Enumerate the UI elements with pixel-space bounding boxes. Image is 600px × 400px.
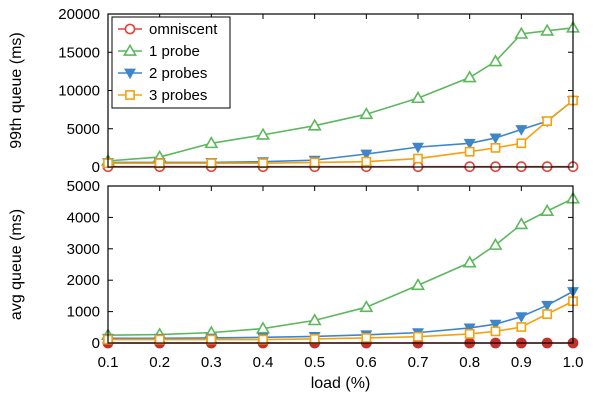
y-tick-label: 4000 [67, 209, 100, 226]
series-line [107, 26, 574, 162]
data-point [489, 319, 502, 331]
legend-label: 1 probe [149, 43, 200, 60]
y-axis-label: avg queue (ms) [8, 209, 25, 320]
y-tick-label: 0 [92, 159, 100, 176]
data-point [540, 23, 555, 36]
legend-item: omniscent [118, 21, 218, 38]
series-line [108, 99, 574, 164]
data-point [489, 133, 502, 145]
data-point [309, 334, 320, 344]
data-point [488, 237, 503, 250]
legend-label: omniscent [149, 21, 218, 38]
data-point [256, 127, 270, 140]
legend-marker [124, 68, 136, 80]
panel-avg-queue: 0 1000 2000 3000 4000 5000 0.1 0.2 0.3 0.4 0.5 0.6 0… [8, 178, 583, 392]
legend-marker [124, 23, 136, 35]
data-point [412, 142, 424, 154]
data-point [154, 158, 165, 169]
x-tick-label: 0.9 [511, 354, 532, 371]
x-tick-label: 0.3 [201, 354, 222, 371]
x-tick-label: 1.0 [563, 354, 584, 371]
legend-item: 1 probe [118, 43, 200, 60]
data-point [307, 118, 322, 131]
y-axis-label: 99th queue (ms) [8, 32, 25, 149]
series-line [107, 197, 574, 336]
x-axis-label: load (%) [311, 375, 371, 392]
y-tick-label: 3000 [67, 241, 100, 258]
data-point [542, 309, 553, 320]
data-point [413, 331, 423, 342]
data-point [258, 334, 268, 345]
data-point [154, 334, 165, 345]
data-point [361, 333, 372, 343]
data-point [462, 70, 477, 83]
data-point [541, 300, 554, 312]
panel-p99-queue: 0 5000 10000 15000 20000 99th queue (ms) [8, 6, 580, 176]
legend-item: 3 probes [118, 87, 207, 104]
data-point [413, 153, 423, 164]
data-point [488, 54, 503, 67]
data-point [464, 328, 475, 339]
data-point [307, 313, 322, 326]
legend-marker [123, 43, 137, 56]
plot-frame [107, 13, 574, 168]
data-point [359, 300, 374, 313]
data-point [542, 116, 553, 126]
data-point [515, 125, 528, 136]
data-point [462, 255, 477, 268]
data-point [411, 90, 425, 104]
data-point [514, 26, 529, 39]
y-tick-label: 0 [92, 335, 100, 352]
legend-marker [125, 90, 135, 100]
x-tick-label: 0.5 [304, 354, 325, 371]
data-point [516, 138, 527, 149]
data-point [516, 322, 527, 332]
data-point [361, 156, 372, 167]
data-point [256, 321, 270, 334]
data-point [464, 146, 475, 157]
data-point [514, 217, 529, 230]
x-tick-label: 0.4 [253, 354, 274, 371]
series-1-probe [101, 191, 580, 341]
plot-frame [107, 185, 574, 344]
data-point [463, 138, 476, 150]
y-tick-label: 1000 [67, 304, 100, 321]
data-point [411, 278, 425, 291]
y-tick-label: 5000 [67, 178, 100, 195]
x-tick-label: 0.6 [356, 354, 377, 371]
x-tick-label: 0.7 [408, 354, 429, 371]
y-tick-label: 15000 [58, 44, 100, 61]
y-tick-label: 20000 [58, 6, 100, 23]
data-point [206, 334, 217, 345]
legend-label: 3 probes [149, 87, 207, 104]
data-point [360, 149, 373, 161]
x-tick-label: 0.8 [459, 354, 480, 371]
data-point [490, 326, 501, 337]
data-point [309, 157, 320, 168]
data-point [463, 323, 476, 335]
data-point [206, 158, 217, 169]
data-point [204, 136, 219, 149]
x-tick-label: 0.2 [149, 354, 170, 371]
legend-item: 2 probes [118, 65, 207, 82]
legend: omniscent 1 probe 2 probes 3 probes [111, 16, 231, 109]
x-tick-label: 0.1 [98, 354, 119, 371]
data-point [515, 312, 528, 323]
data-point [490, 142, 501, 153]
data-point [359, 107, 374, 120]
y-tick-label: 10000 [58, 83, 100, 100]
data-point [258, 158, 268, 169]
legend-label: 2 probes [149, 65, 207, 82]
y-tick-label: 2000 [67, 272, 100, 289]
series-line [108, 99, 574, 164]
y-tick-label: 5000 [67, 121, 100, 138]
data-point [540, 203, 555, 217]
series-line [108, 290, 574, 340]
